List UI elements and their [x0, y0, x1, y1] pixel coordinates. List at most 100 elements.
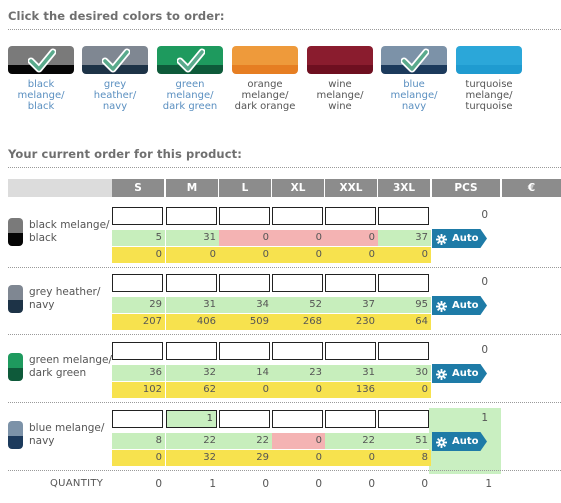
- quantity-input[interactable]: [219, 342, 270, 360]
- quantity-input[interactable]: [219, 207, 270, 225]
- auto-button[interactable]: Auto: [432, 229, 487, 248]
- color-option[interactable]: blue melange/ navy: [381, 46, 447, 112]
- quantity-input[interactable]: [166, 274, 217, 292]
- stock-cell: 51: [378, 433, 431, 449]
- gear-icon: [436, 368, 447, 380]
- quantity-input[interactable]: [219, 410, 270, 428]
- quantity-total: 0: [368, 478, 375, 490]
- color-option-label[interactable]: black melange/ black: [17, 79, 65, 112]
- column-header: L: [219, 179, 271, 197]
- color-swatch[interactable]: [456, 46, 522, 74]
- quantity-input[interactable]: 1: [166, 410, 217, 428]
- quantity-input[interactable]: [112, 274, 163, 292]
- quantity-input[interactable]: [325, 207, 376, 225]
- quantity-total: 0: [155, 478, 162, 490]
- color-option-label[interactable]: turquoise melange/ turquoise: [465, 79, 513, 112]
- swatch-bottom-color: [307, 65, 373, 74]
- incoming-stock-cell: 230: [325, 314, 378, 330]
- quantity-input[interactable]: [325, 342, 376, 360]
- color-option[interactable]: wine melange/ wine: [307, 46, 373, 112]
- incoming-stock-cell: 0: [219, 247, 272, 263]
- row-divider: [8, 470, 561, 471]
- auto-button[interactable]: Auto: [432, 296, 487, 315]
- gear-icon: [436, 436, 447, 448]
- color-option[interactable]: green melange/ dark green: [157, 46, 223, 112]
- stock-cell: 36: [112, 365, 165, 381]
- stock-cell: 22: [219, 433, 272, 449]
- quantity-input[interactable]: [378, 342, 429, 360]
- color-swatch[interactable]: [82, 46, 148, 74]
- color-option[interactable]: orange melange/ dark orange: [232, 46, 298, 112]
- color-option[interactable]: black melange/ black: [8, 46, 74, 112]
- divider: [8, 167, 561, 168]
- row-divider: [8, 402, 561, 403]
- quantity-input[interactable]: [112, 342, 163, 360]
- pcs-value: 1: [481, 412, 488, 424]
- color-swatch[interactable]: [8, 46, 74, 74]
- auto-button[interactable]: Auto: [432, 432, 487, 451]
- color-swatch[interactable]: [307, 46, 373, 74]
- column-header: XXL: [325, 179, 377, 197]
- incoming-stock-cell: 29: [219, 450, 272, 466]
- incoming-stock-cell: 0: [272, 247, 325, 263]
- mini-swatch-bottom: [8, 436, 23, 449]
- product-color-name: black melange/ black: [29, 219, 110, 244]
- quantity-total: 0: [262, 478, 269, 490]
- stock-cell: 22: [325, 433, 378, 449]
- color-option[interactable]: grey heather/ navy: [82, 46, 148, 112]
- color-option-label[interactable]: wine melange/ wine: [316, 79, 364, 112]
- checkmark-icon: [400, 47, 430, 73]
- swatch-top-color: [8, 46, 74, 65]
- stock-cell: 95: [378, 297, 431, 313]
- stock-cell: 23: [272, 365, 325, 381]
- stock-cell: 52: [272, 297, 325, 313]
- mini-swatch-bottom: [8, 368, 23, 381]
- quantity-input[interactable]: [272, 207, 323, 225]
- quantity-input[interactable]: [272, 274, 323, 292]
- quantity-input[interactable]: [378, 410, 429, 428]
- order-section-title: Your current order for this product:: [8, 147, 242, 161]
- quantity-input[interactable]: [166, 207, 217, 225]
- quantity-input[interactable]: [272, 410, 323, 428]
- pcs-value: 0: [481, 344, 488, 356]
- incoming-stock-cell: 268: [272, 314, 325, 330]
- mini-swatch-top: [8, 421, 23, 436]
- stock-cell: 29: [112, 297, 165, 313]
- quantity-input[interactable]: [112, 410, 163, 428]
- color-option[interactable]: turquoise melange/ turquoise: [456, 46, 522, 112]
- color-option-label[interactable]: grey heather/ navy: [93, 79, 137, 112]
- gear-icon: [436, 233, 447, 245]
- column-header: M: [166, 179, 218, 197]
- color-swatch[interactable]: [232, 46, 298, 74]
- color-swatch[interactable]: [381, 46, 447, 74]
- incoming-stock-cell: 102: [112, 382, 165, 398]
- mini-swatch-bottom: [8, 233, 23, 246]
- product-color-label: black melange/ black: [8, 218, 110, 248]
- color-swatch[interactable]: [157, 46, 223, 74]
- quantity-input[interactable]: [325, 274, 376, 292]
- color-option-label[interactable]: blue melange/ navy: [390, 79, 438, 112]
- quantity-input[interactable]: [325, 410, 376, 428]
- mini-swatch-top: [8, 353, 23, 368]
- incoming-stock-cell: 0: [272, 382, 325, 398]
- quantity-input[interactable]: [378, 274, 429, 292]
- incoming-stock-cell: 0: [378, 247, 431, 263]
- color-option-label[interactable]: green melange/ dark green: [162, 79, 218, 112]
- quantity-input[interactable]: [112, 207, 163, 225]
- pcs-value: 0: [481, 209, 488, 221]
- auto-button[interactable]: Auto: [432, 364, 487, 383]
- swatch-top-color: [381, 46, 447, 65]
- color-option-label[interactable]: orange melange/ dark orange: [234, 79, 296, 112]
- quantity-input[interactable]: [219, 274, 270, 292]
- quantity-input[interactable]: [378, 207, 429, 225]
- checkmark-icon: [176, 47, 206, 73]
- gear-icon: [436, 300, 447, 312]
- mini-swatch-top: [8, 218, 23, 233]
- stock-cell: 14: [219, 365, 272, 381]
- quantity-input[interactable]: [272, 342, 323, 360]
- incoming-stock-cell: 62: [166, 382, 219, 398]
- column-header: €: [502, 179, 561, 197]
- column-header: 3XL: [378, 179, 430, 197]
- quantity-input[interactable]: [166, 342, 217, 360]
- stock-cell: 0: [219, 230, 272, 246]
